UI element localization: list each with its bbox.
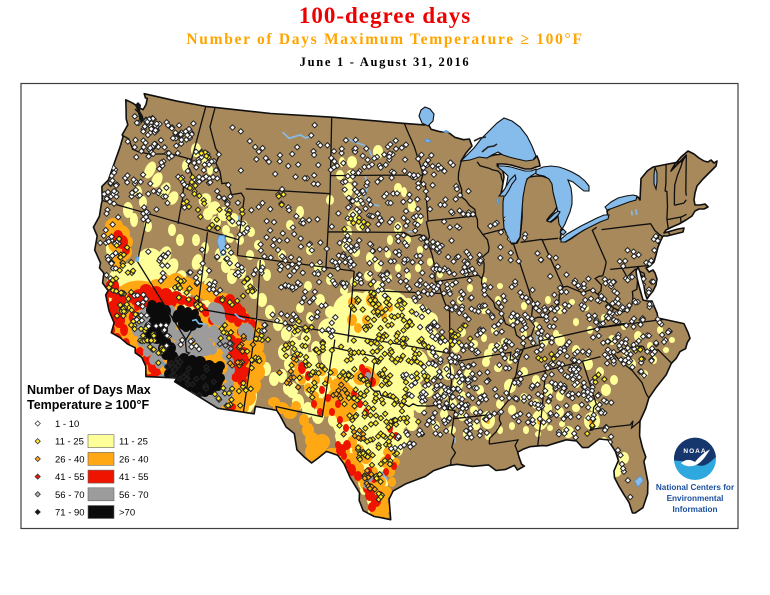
svg-text:11 - 25: 11 - 25: [55, 437, 84, 448]
svg-text:41 - 55: 41 - 55: [55, 472, 85, 483]
svg-text:26 - 40: 26 - 40: [119, 454, 149, 465]
svg-text:56 - 70: 56 - 70: [119, 490, 149, 501]
svg-text:Number of Days Max: Number of Days Max: [27, 383, 151, 397]
svg-text:>70: >70: [119, 508, 135, 519]
svg-text:Environmental: Environmental: [667, 494, 724, 503]
svg-text:NOAA: NOAA: [683, 448, 706, 455]
svg-text:National Centers for: National Centers for: [656, 483, 735, 492]
svg-text:11 - 25: 11 - 25: [119, 437, 148, 448]
svg-text:26 - 40: 26 - 40: [55, 454, 85, 465]
svg-text:Temperature ≥ 100°F: Temperature ≥ 100°F: [27, 398, 149, 412]
svg-text:56 - 70: 56 - 70: [55, 490, 85, 501]
svg-text:Information: Information: [672, 505, 717, 514]
svg-text:71 - 90: 71 - 90: [55, 508, 85, 519]
svg-text:1 - 10: 1 - 10: [55, 419, 79, 430]
svg-text:41 - 55: 41 - 55: [119, 472, 149, 483]
